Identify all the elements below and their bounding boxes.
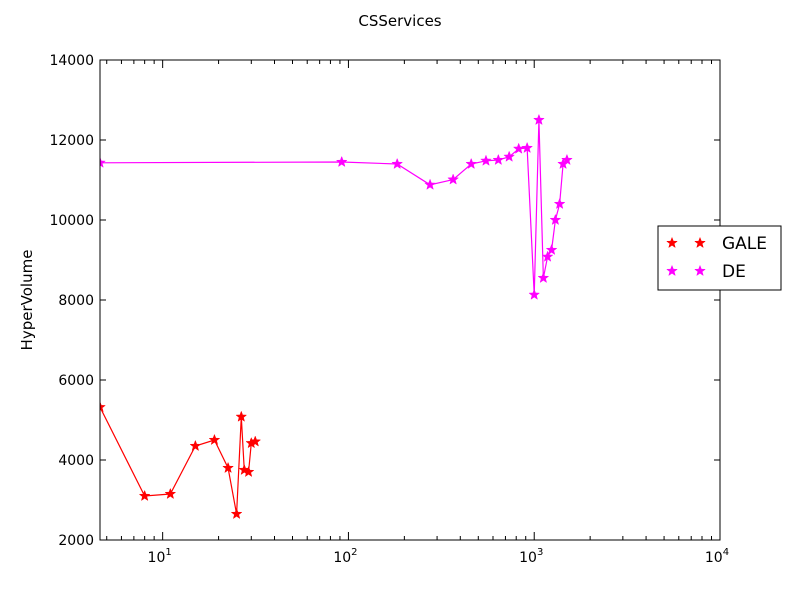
- data-point-de: [537, 271, 550, 284]
- data-point-de: [521, 141, 534, 154]
- data-point-gale: [249, 435, 262, 447]
- data-point-de: [553, 197, 566, 210]
- x-tick-exponent: 1: [165, 547, 171, 558]
- data-point-de: [465, 157, 478, 170]
- data-point-gale: [164, 487, 177, 500]
- legend-label-de: DE: [722, 262, 746, 282]
- data-point-de: [391, 157, 404, 170]
- y-tick-label: 14000: [49, 53, 94, 69]
- y-tick-label: 6000: [58, 373, 94, 389]
- data-point-de: [533, 113, 545, 126]
- series-gale: [100, 400, 262, 520]
- data-point-de: [549, 213, 562, 226]
- legend-marker-de: [694, 264, 706, 277]
- legend-marker-gale: [694, 236, 706, 249]
- y-tick-label: 4000: [58, 453, 94, 469]
- data-point-gale: [208, 433, 221, 446]
- y-tick-label: 2000: [58, 533, 94, 549]
- data-point-gale: [242, 465, 255, 478]
- y-axis-label: HyperVolume: [18, 250, 36, 351]
- x-tick-label: 101: [148, 547, 172, 566]
- data-point-de: [424, 178, 436, 190]
- y-tick-label: 10000: [49, 213, 94, 229]
- x-tick-label: 104: [705, 547, 729, 566]
- data-point-gale: [189, 439, 202, 452]
- legend-box: [657, 225, 782, 291]
- x-tick-base: 10: [519, 550, 537, 566]
- x-tick-base: 10: [148, 550, 166, 566]
- data-point-de: [561, 153, 573, 166]
- data-point-de: [545, 243, 558, 256]
- data-point-gale: [100, 400, 106, 413]
- data-point-de: [480, 154, 492, 166]
- legend-label-gale: GALE: [722, 234, 767, 254]
- data-point-de: [447, 173, 460, 185]
- y-tick-label: 8000: [58, 293, 94, 309]
- data-point-de: [335, 155, 348, 168]
- y-tick-label: 12000: [49, 133, 94, 149]
- x-tick-exponent: 2: [351, 547, 357, 558]
- data-point-de: [503, 150, 516, 162]
- x-tick-exponent: 3: [537, 547, 543, 558]
- chart-title: CSServices: [358, 12, 441, 30]
- series-line-gale: [100, 406, 256, 515]
- series-layer: [100, 113, 573, 520]
- data-point-de: [492, 153, 505, 166]
- data-point-gale: [235, 410, 248, 422]
- x-tick-exponent: 4: [723, 547, 729, 558]
- data-point-de: [541, 250, 554, 262]
- legend-marker-de: [666, 264, 678, 277]
- legend: GALE DE: [657, 225, 782, 291]
- x-tick-base: 10: [705, 550, 723, 566]
- x-tick-label: 102: [333, 547, 357, 566]
- x-tick-base: 10: [333, 550, 351, 566]
- legend-marker-gale: [666, 236, 678, 249]
- data-point-gale: [138, 489, 151, 502]
- series-de: [100, 113, 573, 300]
- plot-frame: [99, 59, 721, 541]
- series-line-de: [100, 119, 568, 295]
- data-point-de: [528, 288, 541, 300]
- data-point-gale: [222, 461, 234, 474]
- data-point-gale: [230, 507, 243, 520]
- x-tick-label: 103: [519, 547, 543, 566]
- data-point-de: [100, 156, 106, 168]
